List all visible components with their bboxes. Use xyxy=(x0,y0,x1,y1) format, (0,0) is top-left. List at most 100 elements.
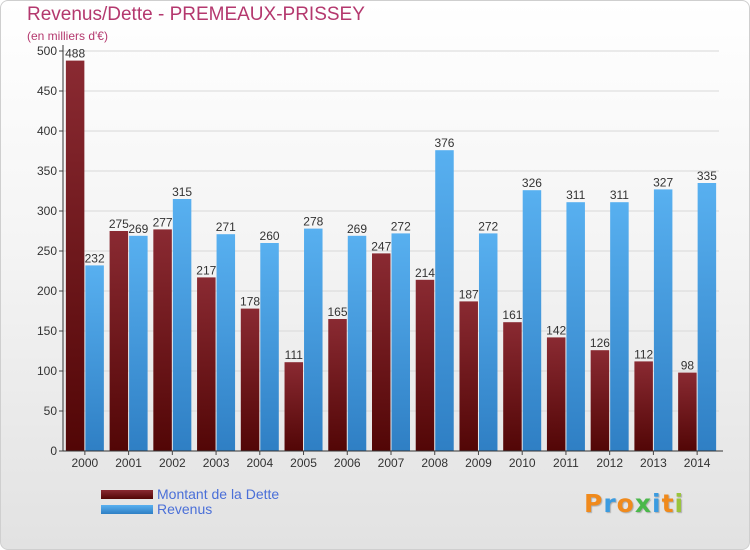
bar-revenue-2013 xyxy=(653,189,673,451)
bar-revenue-2010 xyxy=(522,190,542,451)
logo-letter: P xyxy=(584,489,604,518)
y-tick-label: 300 xyxy=(37,204,57,218)
data-label-revenue-2008: 376 xyxy=(434,136,454,150)
y-tick-label: 50 xyxy=(44,404,58,418)
legend-label-debt: Montant de la Dette xyxy=(157,486,280,502)
bar-debt-2011 xyxy=(546,337,566,451)
x-tick-label: 2004 xyxy=(246,456,273,470)
y-tick-label: 250 xyxy=(37,244,57,258)
bar-revenue-2007 xyxy=(391,233,410,451)
bar-revenue-2002 xyxy=(172,199,192,451)
logo-letter: x xyxy=(634,489,652,518)
bar-revenue-2000 xyxy=(85,265,104,451)
bar-revenue-2011 xyxy=(566,202,585,451)
data-label-debt-2004: 178 xyxy=(240,295,260,309)
x-tick-label: 2014 xyxy=(684,456,711,470)
data-label-revenue-2003: 271 xyxy=(216,220,236,234)
bar-revenue-2001 xyxy=(129,235,148,451)
data-label-debt-2012: 126 xyxy=(590,336,610,350)
bar-revenue-2005 xyxy=(304,228,323,451)
bar-revenue-2003 xyxy=(216,234,236,451)
x-tick-label: 2013 xyxy=(640,456,667,470)
data-label-revenue-2000: 232 xyxy=(85,251,105,265)
chart-subtitle: (en milliers d'€) xyxy=(27,29,108,43)
data-label-debt-2009: 187 xyxy=(459,287,479,301)
data-label-revenue-2014: 335 xyxy=(697,169,717,183)
bar-revenue-2008 xyxy=(435,150,454,451)
data-label-debt-2003: 217 xyxy=(196,263,216,277)
x-tick-label: 2012 xyxy=(596,456,623,470)
bar-debt-2008 xyxy=(415,279,435,451)
data-label-revenue-2012: 311 xyxy=(610,188,629,202)
bar-debt-2002 xyxy=(153,229,172,451)
x-tick-label: 2001 xyxy=(115,456,142,470)
data-label-revenue-2004: 260 xyxy=(260,229,280,243)
bar-debt-2007 xyxy=(372,253,391,451)
data-label-debt-2014: 98 xyxy=(681,359,695,373)
y-tick-label: 350 xyxy=(37,164,57,178)
logo-letter: o xyxy=(616,489,635,518)
x-tick-label: 2003 xyxy=(203,456,230,470)
legend-label-revenue: Revenus xyxy=(157,501,213,517)
data-label-debt-2010: 161 xyxy=(502,308,522,322)
bar-debt-2003 xyxy=(197,277,216,451)
x-tick-label: 2007 xyxy=(378,456,405,470)
data-label-debt-2005: 111 xyxy=(285,348,304,362)
bar-revenue-2009 xyxy=(478,233,498,451)
x-tick-label: 2010 xyxy=(509,456,536,470)
data-label-revenue-2009: 272 xyxy=(478,219,498,233)
chart-title: Revenus/Dette - PREMEAUX-PRISSEY xyxy=(27,4,365,25)
x-tick-label: 2009 xyxy=(465,456,492,470)
data-label-revenue-2011: 311 xyxy=(566,188,585,202)
bar-revenue-2012 xyxy=(610,202,629,451)
data-label-revenue-2002: 315 xyxy=(172,185,192,199)
data-label-debt-2000: 488 xyxy=(65,47,85,61)
x-tick-label: 2000 xyxy=(72,456,99,470)
legend-swatch-debt xyxy=(101,490,153,499)
bar-debt-2006 xyxy=(328,319,347,451)
x-tick-label: 2011 xyxy=(553,456,579,470)
x-tick-label: 2008 xyxy=(421,456,448,470)
logo-letter: r xyxy=(603,489,617,518)
data-label-revenue-2001: 269 xyxy=(128,222,148,236)
logo-letter: t xyxy=(661,489,675,518)
bar-debt-2013 xyxy=(634,361,653,451)
data-label-revenue-2007: 272 xyxy=(391,219,411,233)
data-label-revenue-2005: 278 xyxy=(303,215,323,229)
bar-debt-2005 xyxy=(284,362,304,451)
data-label-debt-2001: 275 xyxy=(109,217,129,231)
bar-debt-2004 xyxy=(240,308,260,451)
bar-revenue-2014 xyxy=(697,183,717,451)
x-tick-label: 2005 xyxy=(290,456,317,470)
y-tick-label: 200 xyxy=(37,284,57,298)
bar-debt-2000 xyxy=(65,60,85,451)
data-label-revenue-2006: 269 xyxy=(347,222,367,236)
bar-debt-2014 xyxy=(678,372,697,451)
y-tick-label: 100 xyxy=(37,364,57,378)
x-tick-label: 2006 xyxy=(334,456,361,470)
bar-revenue-2006 xyxy=(347,235,367,451)
logo-letter: i xyxy=(652,489,662,518)
y-tick-label: 150 xyxy=(37,324,57,338)
legend-swatch-revenue xyxy=(101,505,153,514)
data-label-revenue-2013: 327 xyxy=(653,175,673,189)
bar-debt-2009 xyxy=(459,301,478,451)
y-tick-label: 500 xyxy=(37,44,57,58)
data-label-debt-2002: 277 xyxy=(153,215,173,229)
data-label-revenue-2010: 326 xyxy=(522,176,542,190)
y-tick-label: 400 xyxy=(37,124,57,138)
bar-revenue-2004 xyxy=(260,243,279,451)
bar-debt-2001 xyxy=(109,231,129,451)
bar-debt-2010 xyxy=(503,322,522,451)
y-tick-label: 450 xyxy=(37,84,57,98)
bar-debt-2012 xyxy=(590,350,610,451)
data-label-debt-2008: 214 xyxy=(415,266,435,280)
x-tick-label: 2002 xyxy=(159,456,186,470)
data-label-debt-2007: 247 xyxy=(371,239,391,253)
data-label-debt-2006: 165 xyxy=(328,305,348,319)
proxiti-logo: Proxiti xyxy=(584,489,684,518)
data-label-debt-2011: 142 xyxy=(546,323,566,337)
y-tick-label: 0 xyxy=(50,444,57,458)
